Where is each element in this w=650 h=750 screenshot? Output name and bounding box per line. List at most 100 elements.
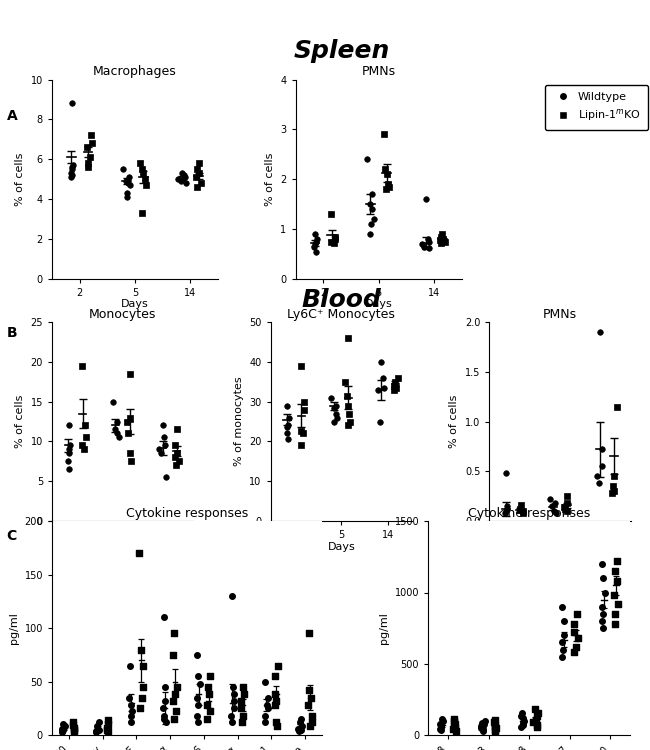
Point xyxy=(530,704,541,716)
Point xyxy=(170,688,181,700)
Point xyxy=(549,506,560,518)
Point xyxy=(476,717,487,729)
Point xyxy=(68,719,79,731)
Point xyxy=(65,440,75,452)
Point xyxy=(569,646,579,658)
Point xyxy=(449,720,460,732)
Point xyxy=(173,173,183,185)
Point xyxy=(91,726,101,738)
Point xyxy=(448,713,459,725)
Point xyxy=(103,714,113,726)
Point xyxy=(344,407,355,419)
Point xyxy=(66,164,77,176)
Point xyxy=(559,629,569,641)
Point xyxy=(547,500,558,512)
Point xyxy=(124,412,135,424)
Point xyxy=(298,427,308,439)
X-axis label: Days: Days xyxy=(109,542,136,552)
Point xyxy=(68,159,78,171)
Point xyxy=(518,719,528,731)
Point xyxy=(571,608,582,619)
Point xyxy=(60,721,70,733)
Point xyxy=(271,694,281,706)
Point xyxy=(436,230,446,242)
Point xyxy=(158,702,168,714)
Point xyxy=(479,718,489,730)
Point xyxy=(140,179,151,191)
Point xyxy=(551,507,561,519)
Point xyxy=(489,721,500,733)
Point xyxy=(296,360,306,372)
Point xyxy=(64,443,74,455)
Point xyxy=(532,718,543,730)
Y-axis label: pg/ml: pg/ml xyxy=(379,612,389,644)
Point xyxy=(435,722,445,734)
Point xyxy=(573,632,583,644)
Point xyxy=(82,141,92,153)
Point xyxy=(77,360,87,372)
Point xyxy=(610,566,621,578)
Point xyxy=(436,722,446,734)
Point xyxy=(378,128,389,140)
Point xyxy=(170,440,181,452)
Point xyxy=(478,724,488,736)
Point xyxy=(311,245,321,257)
Point xyxy=(304,684,314,696)
Point xyxy=(489,716,499,728)
Point xyxy=(125,710,136,722)
Y-axis label: % of cells: % of cells xyxy=(265,152,275,206)
Point xyxy=(112,427,122,439)
Point xyxy=(436,237,446,249)
Point xyxy=(86,137,97,149)
Point xyxy=(191,171,202,183)
Title: Monocytes: Monocytes xyxy=(89,308,156,320)
Point xyxy=(160,440,170,452)
Point xyxy=(558,615,569,627)
Point xyxy=(94,724,104,736)
Point xyxy=(283,412,294,424)
Point xyxy=(490,724,501,736)
Point xyxy=(64,419,74,431)
Point xyxy=(562,497,572,509)
Point xyxy=(127,706,137,718)
Point xyxy=(192,164,202,176)
Point xyxy=(593,477,604,489)
Point xyxy=(262,699,272,711)
Point xyxy=(562,490,573,502)
Point xyxy=(77,440,87,452)
Point xyxy=(343,332,354,344)
Point xyxy=(138,659,148,671)
Point xyxy=(390,376,400,388)
X-axis label: Days: Days xyxy=(365,299,393,310)
Point xyxy=(194,167,204,179)
Point xyxy=(373,383,384,395)
Point xyxy=(296,440,307,452)
Point xyxy=(154,443,164,455)
Point xyxy=(137,692,148,703)
Y-axis label: % of cells: % of cells xyxy=(15,394,25,448)
Point xyxy=(598,622,608,634)
Point xyxy=(310,238,320,250)
Point xyxy=(123,427,133,439)
Point xyxy=(124,171,134,183)
Point xyxy=(236,702,246,714)
Point xyxy=(515,722,526,734)
Point xyxy=(311,236,321,248)
Point xyxy=(305,721,315,733)
Point xyxy=(330,416,340,428)
Point xyxy=(94,716,105,728)
Point xyxy=(381,183,391,195)
Point xyxy=(282,422,293,434)
Point xyxy=(102,722,112,734)
Point xyxy=(118,164,129,176)
Point xyxy=(63,455,73,467)
Point xyxy=(296,724,306,736)
Point xyxy=(378,371,388,383)
Point xyxy=(435,234,445,246)
Point xyxy=(66,98,77,109)
Point xyxy=(156,448,166,460)
Point xyxy=(475,721,486,733)
Point xyxy=(365,228,376,240)
Text: B: B xyxy=(6,326,17,340)
Point xyxy=(69,724,79,736)
